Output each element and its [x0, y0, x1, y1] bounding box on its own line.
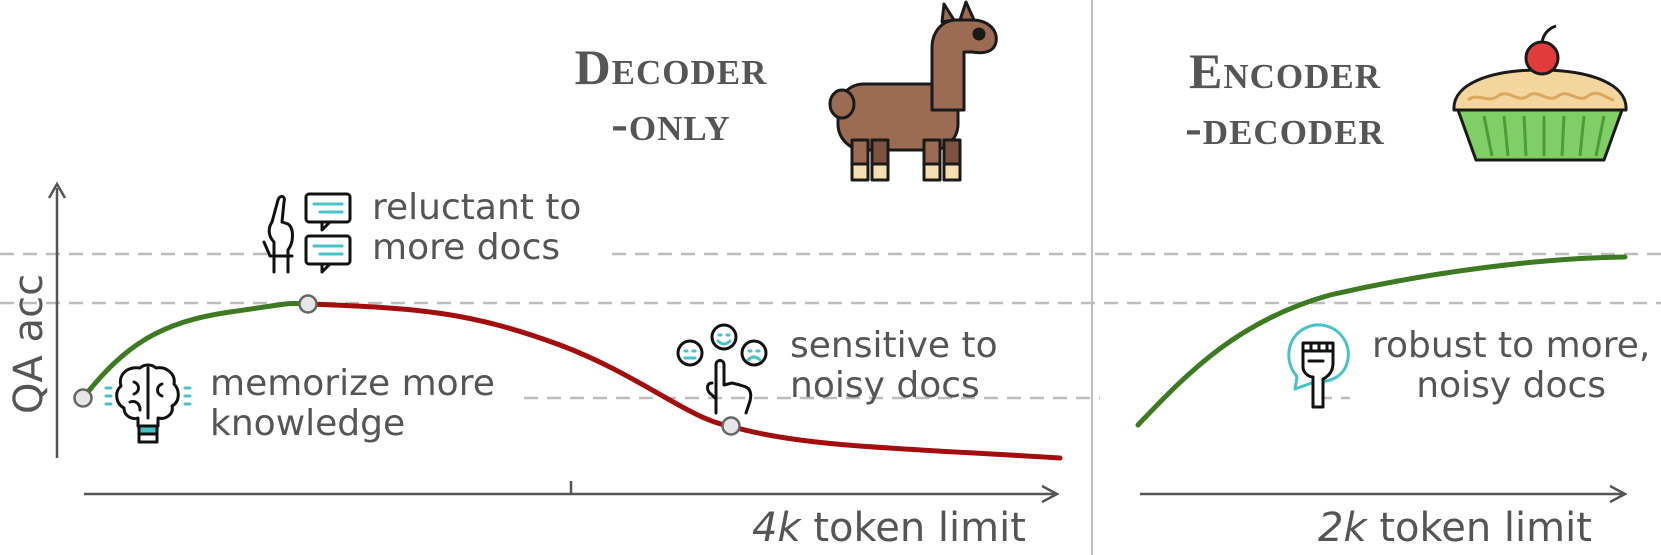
annotation-robust-line1: robust to more,	[1372, 325, 1651, 366]
annotation-memorize: memorize more knowledge	[210, 364, 495, 444]
annotation-sensitive-line1: sensitive to	[790, 325, 998, 366]
x-axis-left-unit: 4k	[752, 505, 801, 551]
annotation-reluctant-line2: more docs	[372, 227, 561, 268]
right-axes	[1140, 484, 1628, 504]
annotation-sensitive-line2: noisy docs	[790, 365, 980, 406]
x-axis-right-suffix: token limit	[1366, 505, 1592, 551]
annotation-reluctant: reluctant to more docs	[372, 188, 581, 268]
x-axis-right-arrowhead	[1609, 484, 1628, 504]
raised-fist-icon	[1287, 323, 1350, 409]
left-axes	[47, 181, 1060, 504]
stop-hand-chat-icon	[262, 192, 352, 274]
y-axis-arrowhead	[47, 181, 67, 199]
left-panel-title: Decoder -only	[540, 42, 802, 148]
emoji-choice-icon	[676, 323, 768, 415]
annotation-robust: robust to more, noisy docs	[1372, 326, 1650, 406]
right-panel-title: Encoder -decoder	[1140, 46, 1430, 152]
left-title-line1: Decoder	[574, 39, 768, 95]
annotation-memorize-line2: knowledge	[210, 403, 406, 444]
y-axis-label: QA acc	[6, 273, 52, 414]
llama-icon	[828, 0, 998, 182]
point-start	[73, 388, 93, 408]
brain-icon	[104, 363, 192, 444]
right-title-line1: Encoder	[1188, 43, 1382, 99]
x-axis-left-suffix: token limit	[800, 505, 1026, 551]
annotation-memorize-line1: memorize more	[210, 363, 495, 404]
annotation-sensitive: sensitive to noisy docs	[790, 326, 998, 406]
decoder-rising-curve	[80, 300, 311, 401]
pie-icon	[1452, 24, 1628, 162]
decoder-falling-curve	[305, 301, 1063, 461]
point-peak	[298, 294, 318, 314]
left-title-line2: -only	[611, 95, 731, 151]
x-axis-label-left: 4k token limit	[752, 505, 1026, 551]
x-axis-left-arrowhead	[1041, 484, 1060, 504]
x-axis-label-right: 2k token limit	[1318, 505, 1592, 551]
annotation-reluctant-line1: reluctant to	[372, 187, 582, 228]
x-axis-right-unit: 2k	[1318, 505, 1367, 551]
right-title-line2: -decoder	[1185, 99, 1385, 155]
encoder-decoder-curve	[1135, 254, 1628, 428]
point-drop	[721, 416, 741, 436]
annotation-robust-line2: noisy docs	[1416, 365, 1607, 406]
